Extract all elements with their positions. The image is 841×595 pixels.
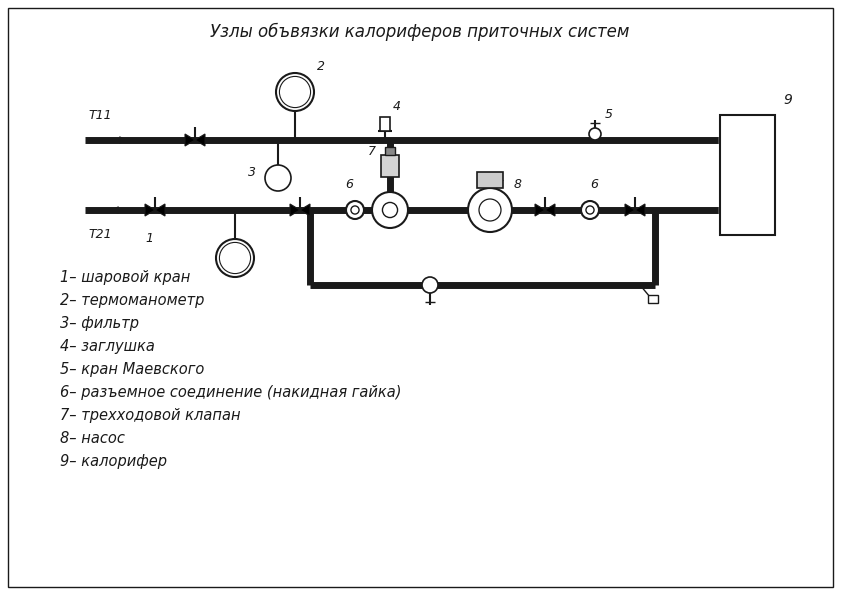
Polygon shape (535, 204, 545, 216)
Text: 3– фильтр: 3– фильтр (60, 316, 139, 331)
Text: 1– шаровой кран: 1– шаровой кран (60, 270, 190, 285)
Circle shape (589, 128, 601, 140)
Polygon shape (300, 204, 310, 216)
Polygon shape (155, 204, 165, 216)
Text: 6: 6 (590, 178, 598, 191)
Text: 2– термоманометр: 2– термоманометр (60, 293, 204, 308)
Circle shape (265, 165, 291, 191)
Text: 9– калорифер: 9– калорифер (60, 454, 167, 469)
Polygon shape (545, 204, 555, 216)
Text: 6: 6 (345, 178, 353, 191)
Polygon shape (195, 134, 205, 146)
Bar (381, 155, 399, 177)
Text: 7: 7 (368, 145, 376, 158)
Bar (380, 117, 390, 131)
Circle shape (346, 201, 364, 219)
Text: T11: T11 (88, 109, 112, 122)
Text: 4: 4 (393, 100, 401, 113)
Bar (648, 295, 658, 303)
Circle shape (216, 239, 254, 277)
Text: 3: 3 (248, 166, 256, 179)
Bar (720, 115, 775, 235)
Circle shape (422, 277, 438, 293)
Text: Узлы объвязки калориферов приточных систем: Узлы объвязки калориферов приточных сист… (210, 23, 630, 41)
Circle shape (468, 188, 512, 232)
Polygon shape (635, 204, 645, 216)
Circle shape (276, 73, 314, 111)
Text: 7– трехходовой клапан: 7– трехходовой клапан (60, 408, 241, 423)
Text: 6– разъемное соединение (накидная гайка): 6– разъемное соединение (накидная гайка) (60, 385, 401, 400)
Circle shape (351, 206, 359, 214)
Polygon shape (185, 134, 195, 146)
Text: 8: 8 (514, 178, 522, 191)
Polygon shape (290, 204, 300, 216)
Text: 5– кран Маевского: 5– кран Маевского (60, 362, 204, 377)
Circle shape (581, 201, 599, 219)
Bar (477, 172, 503, 188)
Circle shape (586, 206, 594, 214)
Text: 1: 1 (145, 232, 153, 245)
Text: 5: 5 (605, 108, 613, 121)
Circle shape (479, 199, 501, 221)
Text: 9: 9 (783, 93, 792, 107)
Circle shape (220, 242, 251, 274)
Text: 4– заглушка: 4– заглушка (60, 339, 155, 354)
Polygon shape (625, 204, 635, 216)
Bar (385, 147, 395, 155)
Text: 8– насос: 8– насос (60, 431, 124, 446)
Circle shape (279, 76, 310, 108)
Circle shape (372, 192, 408, 228)
Text: 2: 2 (317, 60, 325, 73)
Polygon shape (145, 204, 155, 216)
Circle shape (383, 202, 398, 218)
Text: T21: T21 (88, 228, 112, 241)
